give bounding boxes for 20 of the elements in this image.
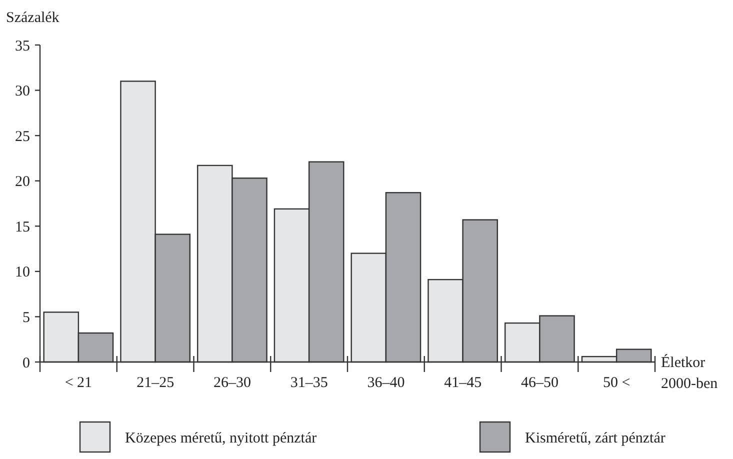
y-tick-label: 30 bbox=[15, 84, 30, 100]
x-tick-label: 21–25 bbox=[136, 375, 174, 391]
y-axis-title: Százalék bbox=[6, 10, 60, 26]
y-tick-label: 5 bbox=[22, 310, 30, 326]
y-tick-label: 15 bbox=[15, 219, 30, 236]
x-tick-label: 46–50 bbox=[520, 375, 558, 391]
y-tick-label: 25 bbox=[15, 128, 30, 145]
y-tick-label: 20 bbox=[15, 174, 30, 190]
legend-label: Kisméretű, zárt pénztár bbox=[525, 430, 666, 446]
x-tick-label: 41–45 bbox=[444, 375, 482, 391]
x-axis-title: Életkor 2000-ben bbox=[661, 354, 718, 392]
x-tick-label: < 21 bbox=[64, 375, 92, 391]
y-tick-label: 0 bbox=[22, 355, 30, 372]
x-tick-label: 36–40 bbox=[367, 375, 405, 391]
x-tick-label: 31–35 bbox=[290, 375, 328, 391]
y-tick-label: 10 bbox=[15, 264, 30, 281]
x-tick-label: 50 < bbox=[602, 375, 630, 391]
y-tick-label: 35 bbox=[15, 38, 30, 54]
legend-label: Közepes méretű, nyitott pénztár bbox=[125, 430, 317, 446]
x-tick-label: 26–30 bbox=[213, 375, 251, 391]
